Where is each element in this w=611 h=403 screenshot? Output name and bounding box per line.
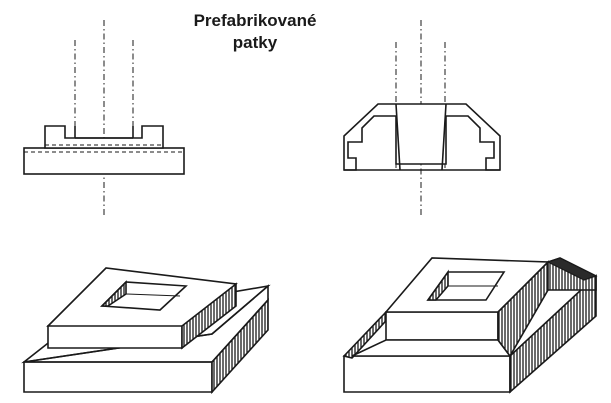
base-side <box>509 274 597 394</box>
isometric-socket-footing <box>342 257 598 394</box>
section-socket-footing <box>343 20 501 218</box>
base-slab-front <box>23 361 213 393</box>
title-line-2: patky <box>232 33 278 52</box>
socket-footing-body <box>343 103 501 171</box>
socket-wall-left <box>395 103 401 171</box>
sloped-skirt <box>351 339 512 357</box>
diagram-title: Prefabrikované patky <box>130 10 380 54</box>
step-front <box>47 325 183 349</box>
body-front <box>385 311 499 341</box>
step-side <box>181 282 237 350</box>
upper-step <box>44 125 164 149</box>
title-line-1: Prefabrikované <box>193 11 317 30</box>
section-stepped-footing <box>23 20 185 218</box>
isometric-stepped-footing <box>21 267 271 395</box>
base-front <box>343 355 511 393</box>
socket-inner-edge <box>125 293 181 297</box>
socket-wall-right <box>441 103 447 171</box>
corner-ridge <box>546 257 598 281</box>
